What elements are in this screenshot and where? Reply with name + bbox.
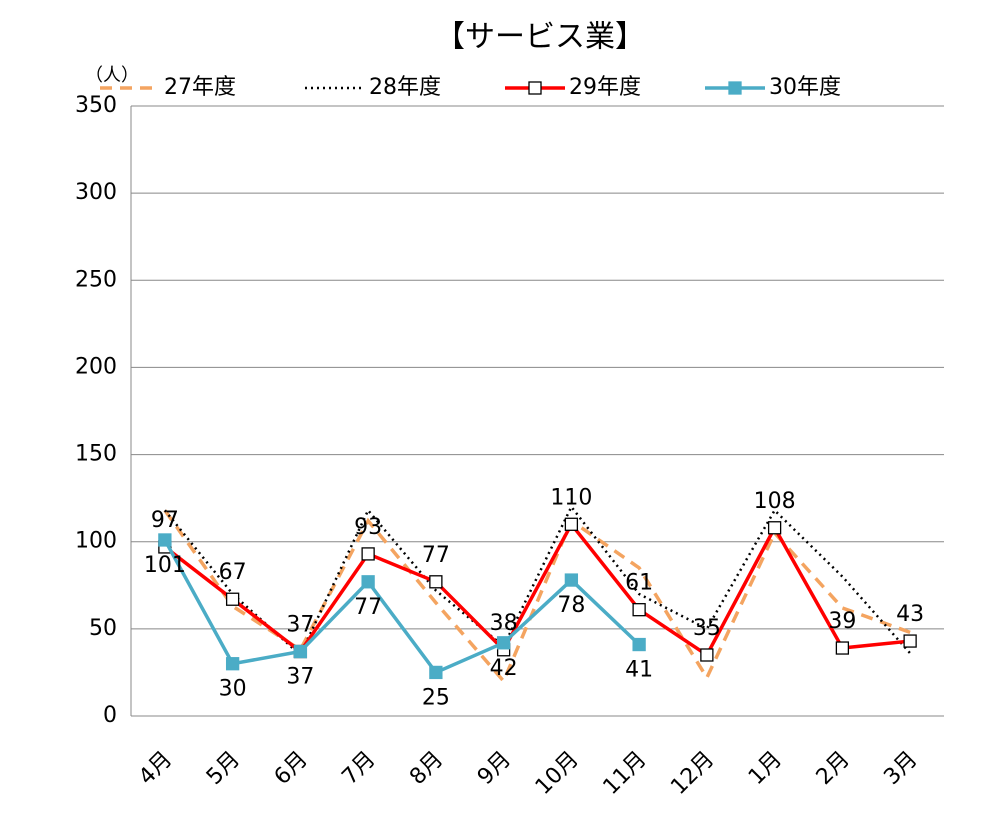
x-tick-label: 2月 — [812, 747, 855, 790]
marker — [429, 575, 443, 589]
y-tick-label: 50 — [89, 616, 117, 641]
data-label: 35 — [693, 616, 721, 641]
series — [163, 504, 912, 658]
marker — [767, 521, 782, 535]
marker — [632, 637, 646, 652]
y-tick-label: 100 — [75, 529, 117, 554]
marker — [293, 644, 308, 659]
marker — [225, 657, 240, 671]
marker — [564, 573, 579, 587]
x-tick-label: 12月 — [666, 747, 719, 800]
y-tick-label: 300 — [75, 180, 117, 205]
marker — [225, 592, 240, 606]
legend-marker — [528, 81, 542, 95]
x-tick-label: 3月 — [879, 747, 922, 790]
data-label: 37 — [286, 665, 314, 690]
x-tick-label: 10月 — [531, 747, 584, 800]
data-label: 97 — [151, 508, 179, 533]
y-tick-label: 250 — [75, 267, 117, 292]
series-line — [163, 504, 912, 658]
data-label: 77 — [354, 595, 382, 620]
data-label: 41 — [625, 658, 653, 683]
data-label: 93 — [354, 515, 382, 540]
data-label: 30 — [219, 677, 247, 702]
series: 97 67 37 93 77 38 110 61 35 108 39 43 — [151, 485, 924, 662]
data-label: 110 — [550, 485, 592, 510]
data-label: 61 — [625, 571, 653, 596]
chart-title: 【サービス業】 — [435, 20, 645, 55]
data-label: 43 — [896, 602, 924, 627]
marker — [361, 547, 375, 561]
legend-label: 30年度 — [769, 75, 841, 100]
legend-label: 27年度 — [164, 75, 236, 100]
x-tick-label: 4月 — [134, 747, 177, 790]
series-line — [163, 521, 911, 658]
y-tick-label: 350 — [75, 93, 117, 118]
marker — [496, 636, 511, 650]
y-tick-label: 150 — [75, 442, 117, 467]
data-label: 67 — [219, 560, 247, 585]
data-label: 78 — [557, 593, 585, 618]
y-tick-label: 200 — [75, 354, 117, 379]
marker — [361, 575, 375, 589]
marker — [158, 533, 172, 547]
data-label: 77 — [422, 543, 450, 568]
data-label: 38 — [490, 611, 518, 636]
y-tick-label: 0 — [103, 703, 117, 728]
series-line — [163, 539, 641, 675]
data-label: 101 — [144, 553, 186, 578]
x-tick-label: 1月 — [744, 747, 787, 790]
series: 101 30 37 77 25 42 78 41 — [144, 533, 653, 710]
marker — [564, 517, 579, 531]
data-label: 108 — [754, 489, 796, 514]
x-tick-label: 7月 — [337, 747, 380, 790]
legend-marker — [728, 81, 742, 95]
legend-label: 28年度 — [369, 75, 441, 100]
marker — [903, 634, 917, 648]
x-tick-label: 8月 — [405, 747, 448, 790]
data-label: 39 — [828, 609, 856, 634]
x-tick-label: 11月 — [599, 747, 652, 800]
data-label: 42 — [490, 656, 518, 681]
marker — [429, 665, 443, 680]
x-tick-label: 6月 — [270, 747, 313, 790]
legend-label: 29年度 — [569, 75, 641, 100]
x-tick-label: 5月 — [202, 747, 245, 790]
data-label: 25 — [422, 685, 450, 710]
data-label: 37 — [286, 613, 314, 638]
y-unit: （人） — [85, 65, 139, 86]
x-tick-label: 9月 — [473, 747, 516, 790]
marker — [632, 603, 646, 617]
marker — [700, 648, 714, 662]
marker — [835, 641, 850, 655]
